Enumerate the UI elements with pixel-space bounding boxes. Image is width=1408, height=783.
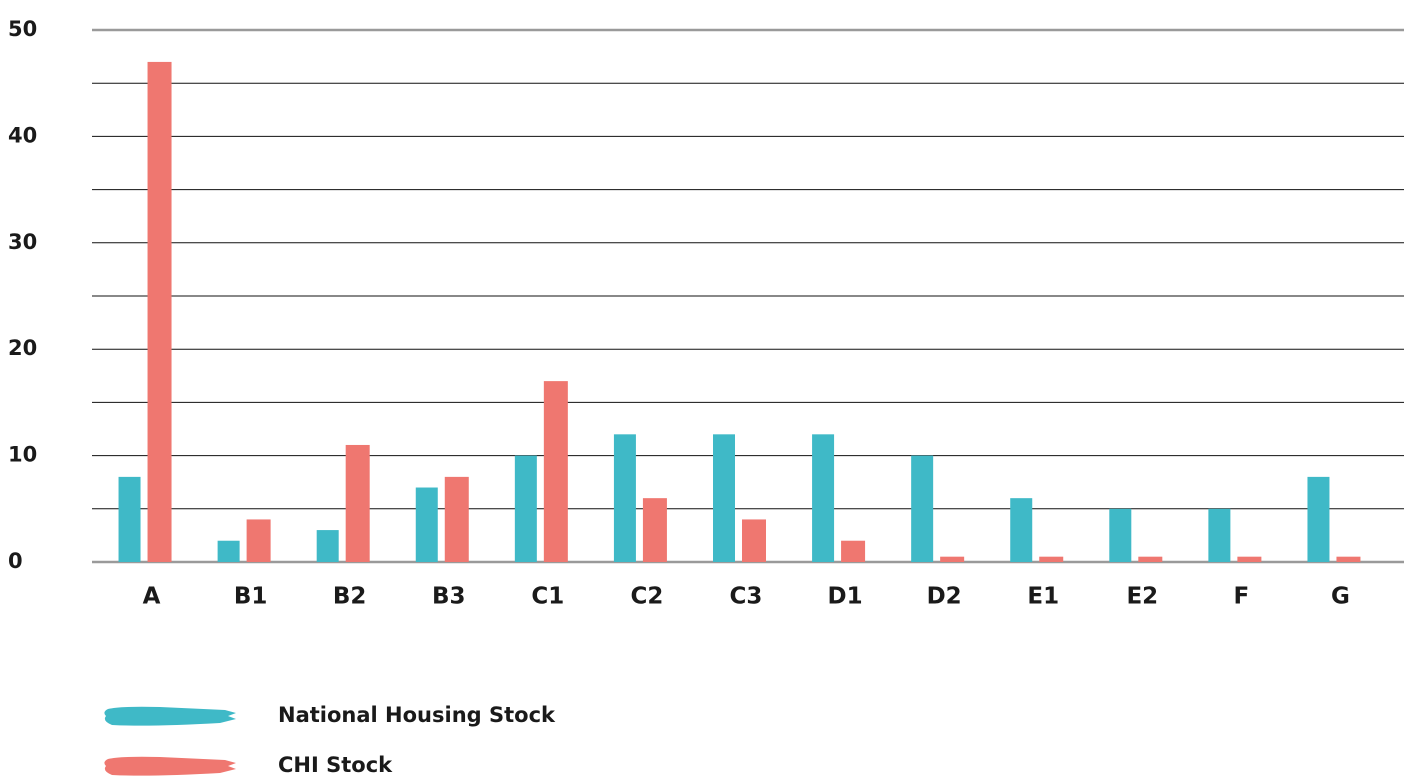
y-tick-label: 10 <box>8 443 37 467</box>
bar <box>316 530 339 562</box>
bar <box>118 476 141 562</box>
bar <box>1237 556 1262 562</box>
bar <box>1109 508 1132 562</box>
x-tick-label: B1 <box>234 584 268 610</box>
bar <box>345 444 370 562</box>
x-tick-label: A <box>143 584 161 610</box>
bar <box>642 498 667 562</box>
x-tick-label: B3 <box>432 584 466 610</box>
y-tick-label: 20 <box>8 336 37 360</box>
legend-label: National Housing Stock <box>278 703 556 727</box>
bar <box>940 556 965 562</box>
x-tick-label: E1 <box>1027 584 1059 610</box>
bar <box>1307 476 1330 562</box>
bar <box>246 519 271 562</box>
x-tick-label: G <box>1331 584 1350 610</box>
bar <box>1039 556 1064 562</box>
bar <box>742 519 766 562</box>
bar <box>217 540 240 562</box>
bar <box>1336 556 1361 562</box>
x-tick-label: C2 <box>630 584 663 610</box>
bar <box>514 455 537 562</box>
x-tick-label: B2 <box>333 584 367 610</box>
x-tick-label: C1 <box>531 584 564 610</box>
y-tick-label: 30 <box>8 230 37 254</box>
bar <box>713 434 735 562</box>
bar <box>812 434 835 562</box>
x-tick-label: D2 <box>927 584 962 610</box>
x-tick-label: E2 <box>1126 584 1158 610</box>
bar <box>1138 556 1163 562</box>
bar <box>444 476 469 562</box>
bar <box>147 61 172 563</box>
legend-label: CHI Stock <box>278 753 393 777</box>
bar <box>543 381 568 562</box>
bar <box>911 455 934 562</box>
bar <box>841 540 866 562</box>
x-tick-label: C3 <box>730 584 763 610</box>
bar <box>1010 498 1033 562</box>
bar <box>415 487 438 562</box>
bar <box>613 434 636 562</box>
legend-swatch <box>104 756 237 776</box>
legend-swatch <box>104 706 237 726</box>
bar <box>1208 508 1231 562</box>
y-tick-label: 0 <box>8 549 23 573</box>
x-tick-label: F <box>1234 584 1250 610</box>
y-tick-label: 50 <box>8 17 37 41</box>
y-tick-label: 40 <box>8 123 37 147</box>
x-tick-label: D1 <box>828 584 863 610</box>
